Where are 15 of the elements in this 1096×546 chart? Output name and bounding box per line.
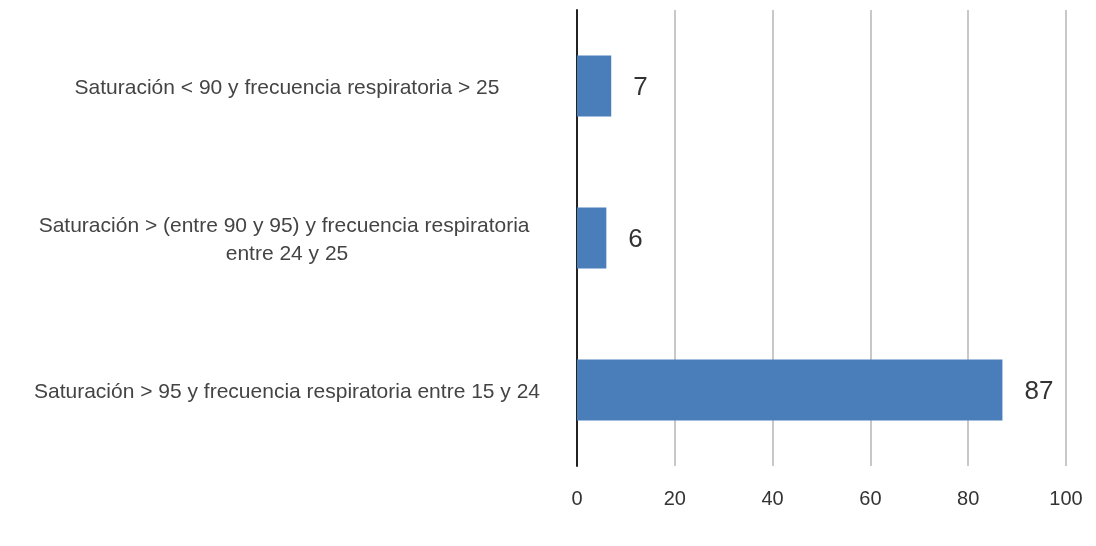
bar [577,207,607,269]
data-label: 87 [1024,375,1054,405]
data-label: 6 [628,223,643,253]
x-tick-label: 20 [663,487,686,509]
bar [577,359,1003,421]
data-label: 7 [633,71,648,101]
y-tick-label: Saturación > 95 y frecuencia respiratoria entre 15 y 24 [33,378,541,402]
x-tick-label: 100 [1049,487,1083,509]
x-tick-label: 80 [957,487,980,509]
x-tick-label: 60 [859,487,882,509]
y-tick-label: Saturación < 90 y frecuencia respiratoria > 25 [74,74,500,98]
x-tick-label: 0 [571,487,583,509]
bar [577,55,612,117]
y-tick-label: Saturación > (entre 90 y 95) y frecuencia respiratoria entre 24 y 25 [38,212,536,264]
x-tick-label: 40 [761,487,784,509]
